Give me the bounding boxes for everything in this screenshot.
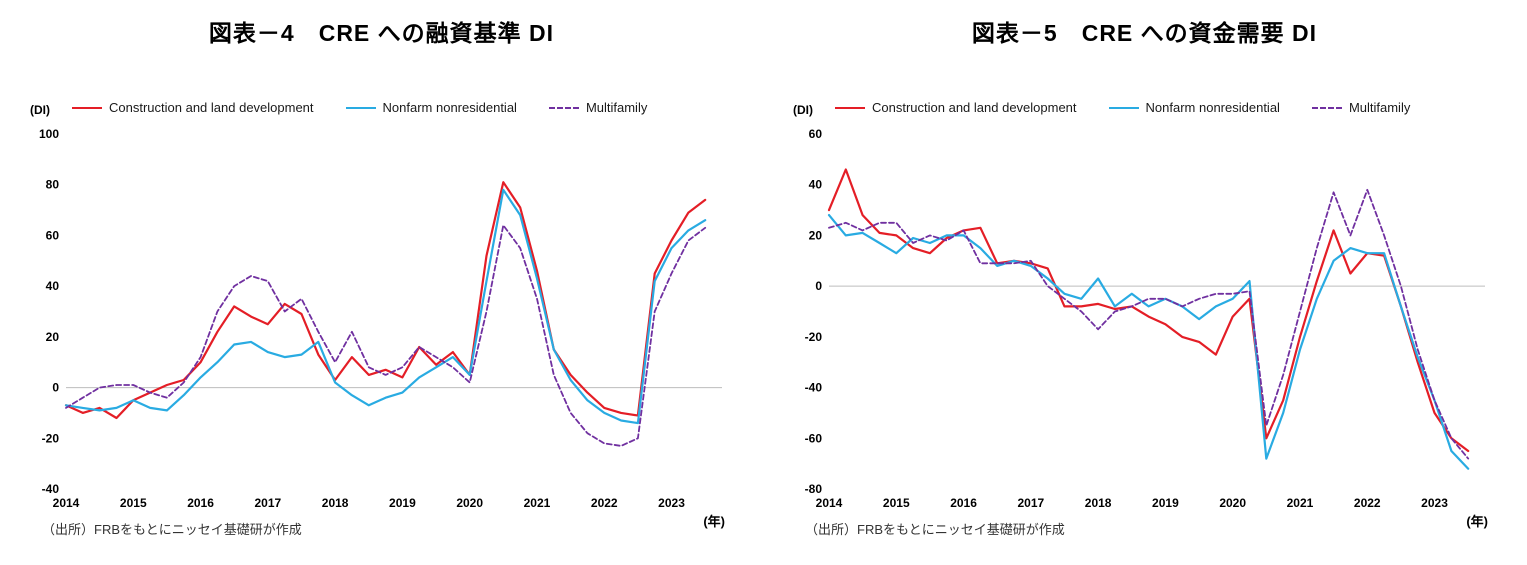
legend-item: Construction and land development (835, 100, 1077, 115)
series-line-red (827, 168, 1470, 453)
legend-item: Multifamily (548, 100, 648, 115)
legend-item: Nonfarm nonresidential (1108, 100, 1280, 115)
x-tick-label: 2021 (524, 496, 551, 510)
source-note: （出所）FRBをもとにニッセイ基礎研が作成 (42, 522, 302, 537)
x-tick-label: 2015 (120, 496, 147, 510)
y-tick-label: 20 (809, 228, 823, 242)
x-tick-label: 2020 (1219, 496, 1246, 510)
x-tick-label: 2018 (322, 496, 349, 510)
x-tick-label: 2017 (254, 496, 281, 510)
x-tick-label: 2019 (389, 496, 416, 510)
legend-label: Construction and land development (872, 100, 1077, 115)
legend-label: Multifamily (1348, 100, 1411, 115)
legend-label: Nonfarm nonresidential (1145, 100, 1280, 115)
x-tick-label: 2020 (456, 496, 483, 510)
series-line-red (64, 181, 707, 420)
chart-panel-4: 図表－4 CRE への融資基準 DI (DI) Construction and… (0, 0, 763, 565)
series-line-cyan (827, 213, 1470, 470)
legend-item: Multifamily (1311, 100, 1411, 115)
y-tick-label: 0 (52, 381, 59, 395)
legend-label: Multifamily (585, 100, 648, 115)
y-tick-label: 60 (809, 127, 823, 141)
x-tick-label: 2016 (187, 496, 214, 510)
series-line-purple (828, 188, 1470, 460)
x-tick-label: 2023 (658, 496, 685, 510)
y-tick-label: -40 (805, 381, 823, 395)
y-tick-label: -60 (805, 431, 823, 445)
y-tick-label: 40 (46, 279, 60, 293)
legend: Construction and land development Nonfar… (72, 100, 647, 115)
y-tick-label: -40 (42, 482, 60, 496)
y-tick-label: 20 (46, 330, 60, 344)
y-tick-label: -20 (805, 330, 823, 344)
chart-title: 図表－5 CRE への資金需要 DI (971, 20, 1318, 46)
legend-line-red-icon (835, 106, 865, 109)
x-tick-label: 2014 (816, 496, 843, 510)
x-tick-label: 2022 (1354, 496, 1381, 510)
x-tick-label: 2017 (1017, 496, 1044, 510)
legend-label: Construction and land development (109, 100, 314, 115)
di-axis-label: (DI) (793, 103, 813, 117)
y-tick-label: 40 (809, 178, 823, 192)
chart-title: 図表－4 CRE への融資基準 DI (208, 20, 555, 46)
legend: Construction and land development Nonfar… (835, 100, 1410, 115)
y-tick-label: 80 (46, 178, 60, 192)
x-tick-label: 2019 (1152, 496, 1179, 510)
legend-label: Nonfarm nonresidential (382, 100, 517, 115)
x-tick-label: 2021 (1287, 496, 1314, 510)
chart-panel-5: 図表－5 CRE への資金需要 DI (DI) Construction and… (763, 0, 1526, 565)
y-tick-label: -20 (42, 431, 60, 445)
legend-line-purple-dashed-icon (1311, 106, 1342, 109)
series-line-purple (65, 224, 707, 447)
year-axis-label: (年) (1466, 514, 1488, 529)
legend-line-purple-dashed-icon (548, 106, 579, 109)
x-tick-label: 2016 (950, 496, 977, 510)
x-tick-label: 2014 (53, 496, 80, 510)
y-tick-label: 100 (39, 127, 59, 141)
y-tick-label: 0 (815, 279, 822, 293)
year-axis-label: (年) (703, 514, 725, 529)
source-note: （出所）FRBをもとにニッセイ基礎研が作成 (805, 522, 1065, 537)
x-tick-label: 2023 (1421, 496, 1448, 510)
x-tick-label: 2018 (1085, 496, 1112, 510)
legend-line-cyan-icon (345, 106, 376, 109)
legend-item: Construction and land development (72, 100, 314, 115)
x-tick-label: 2015 (883, 496, 910, 510)
di-axis-label: (DI) (30, 103, 50, 117)
legend-item: Nonfarm nonresidential (345, 100, 517, 115)
legend-line-red-icon (72, 106, 102, 109)
series-line-cyan (64, 188, 707, 425)
y-tick-label: 60 (46, 228, 60, 242)
y-tick-label: -80 (805, 482, 823, 496)
x-tick-label: 2022 (591, 496, 618, 510)
legend-line-cyan-icon (1108, 106, 1139, 109)
